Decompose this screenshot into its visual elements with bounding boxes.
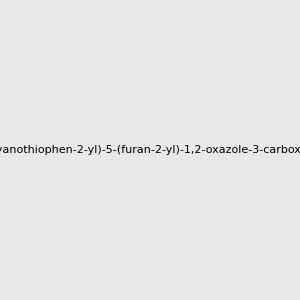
Text: N-(3-cyanothiophen-2-yl)-5-(furan-2-yl)-1,2-oxazole-3-carboxamide: N-(3-cyanothiophen-2-yl)-5-(furan-2-yl)-… (0, 145, 300, 155)
